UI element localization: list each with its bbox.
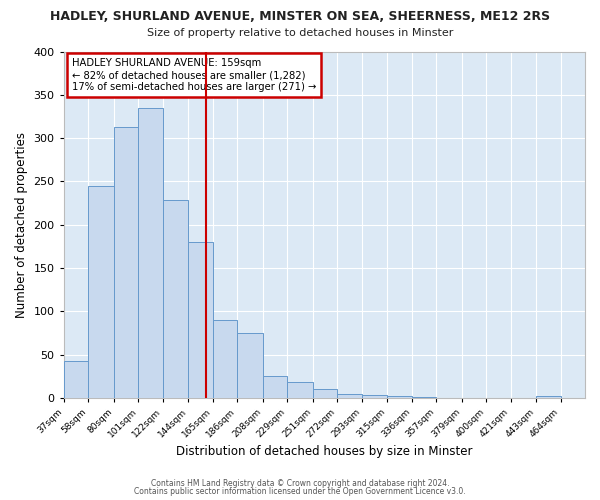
Bar — [114, 127, 138, 398]
Bar — [287, 382, 313, 398]
Bar — [313, 389, 337, 398]
Text: HADLEY, SHURLAND AVENUE, MINSTER ON SEA, SHEERNESS, ME12 2RS: HADLEY, SHURLAND AVENUE, MINSTER ON SEA,… — [50, 10, 550, 23]
Bar — [138, 108, 163, 398]
Text: Size of property relative to detached houses in Minster: Size of property relative to detached ho… — [147, 28, 453, 38]
Bar — [212, 320, 237, 398]
Bar — [337, 394, 362, 398]
X-axis label: Distribution of detached houses by size in Minster: Distribution of detached houses by size … — [176, 444, 473, 458]
Bar — [536, 396, 560, 398]
Bar — [188, 242, 212, 398]
Text: Contains public sector information licensed under the Open Government Licence v3: Contains public sector information licen… — [134, 487, 466, 496]
Text: HADLEY SHURLAND AVENUE: 159sqm
← 82% of detached houses are smaller (1,282)
17% : HADLEY SHURLAND AVENUE: 159sqm ← 82% of … — [71, 58, 316, 92]
Bar — [362, 395, 387, 398]
Y-axis label: Number of detached properties: Number of detached properties — [15, 132, 28, 318]
Text: Contains HM Land Registry data © Crown copyright and database right 2024.: Contains HM Land Registry data © Crown c… — [151, 478, 449, 488]
Bar — [412, 397, 436, 398]
Bar — [88, 186, 114, 398]
Bar — [387, 396, 412, 398]
Bar — [163, 200, 188, 398]
Bar — [237, 333, 263, 398]
Bar — [64, 362, 88, 398]
Bar — [263, 376, 287, 398]
